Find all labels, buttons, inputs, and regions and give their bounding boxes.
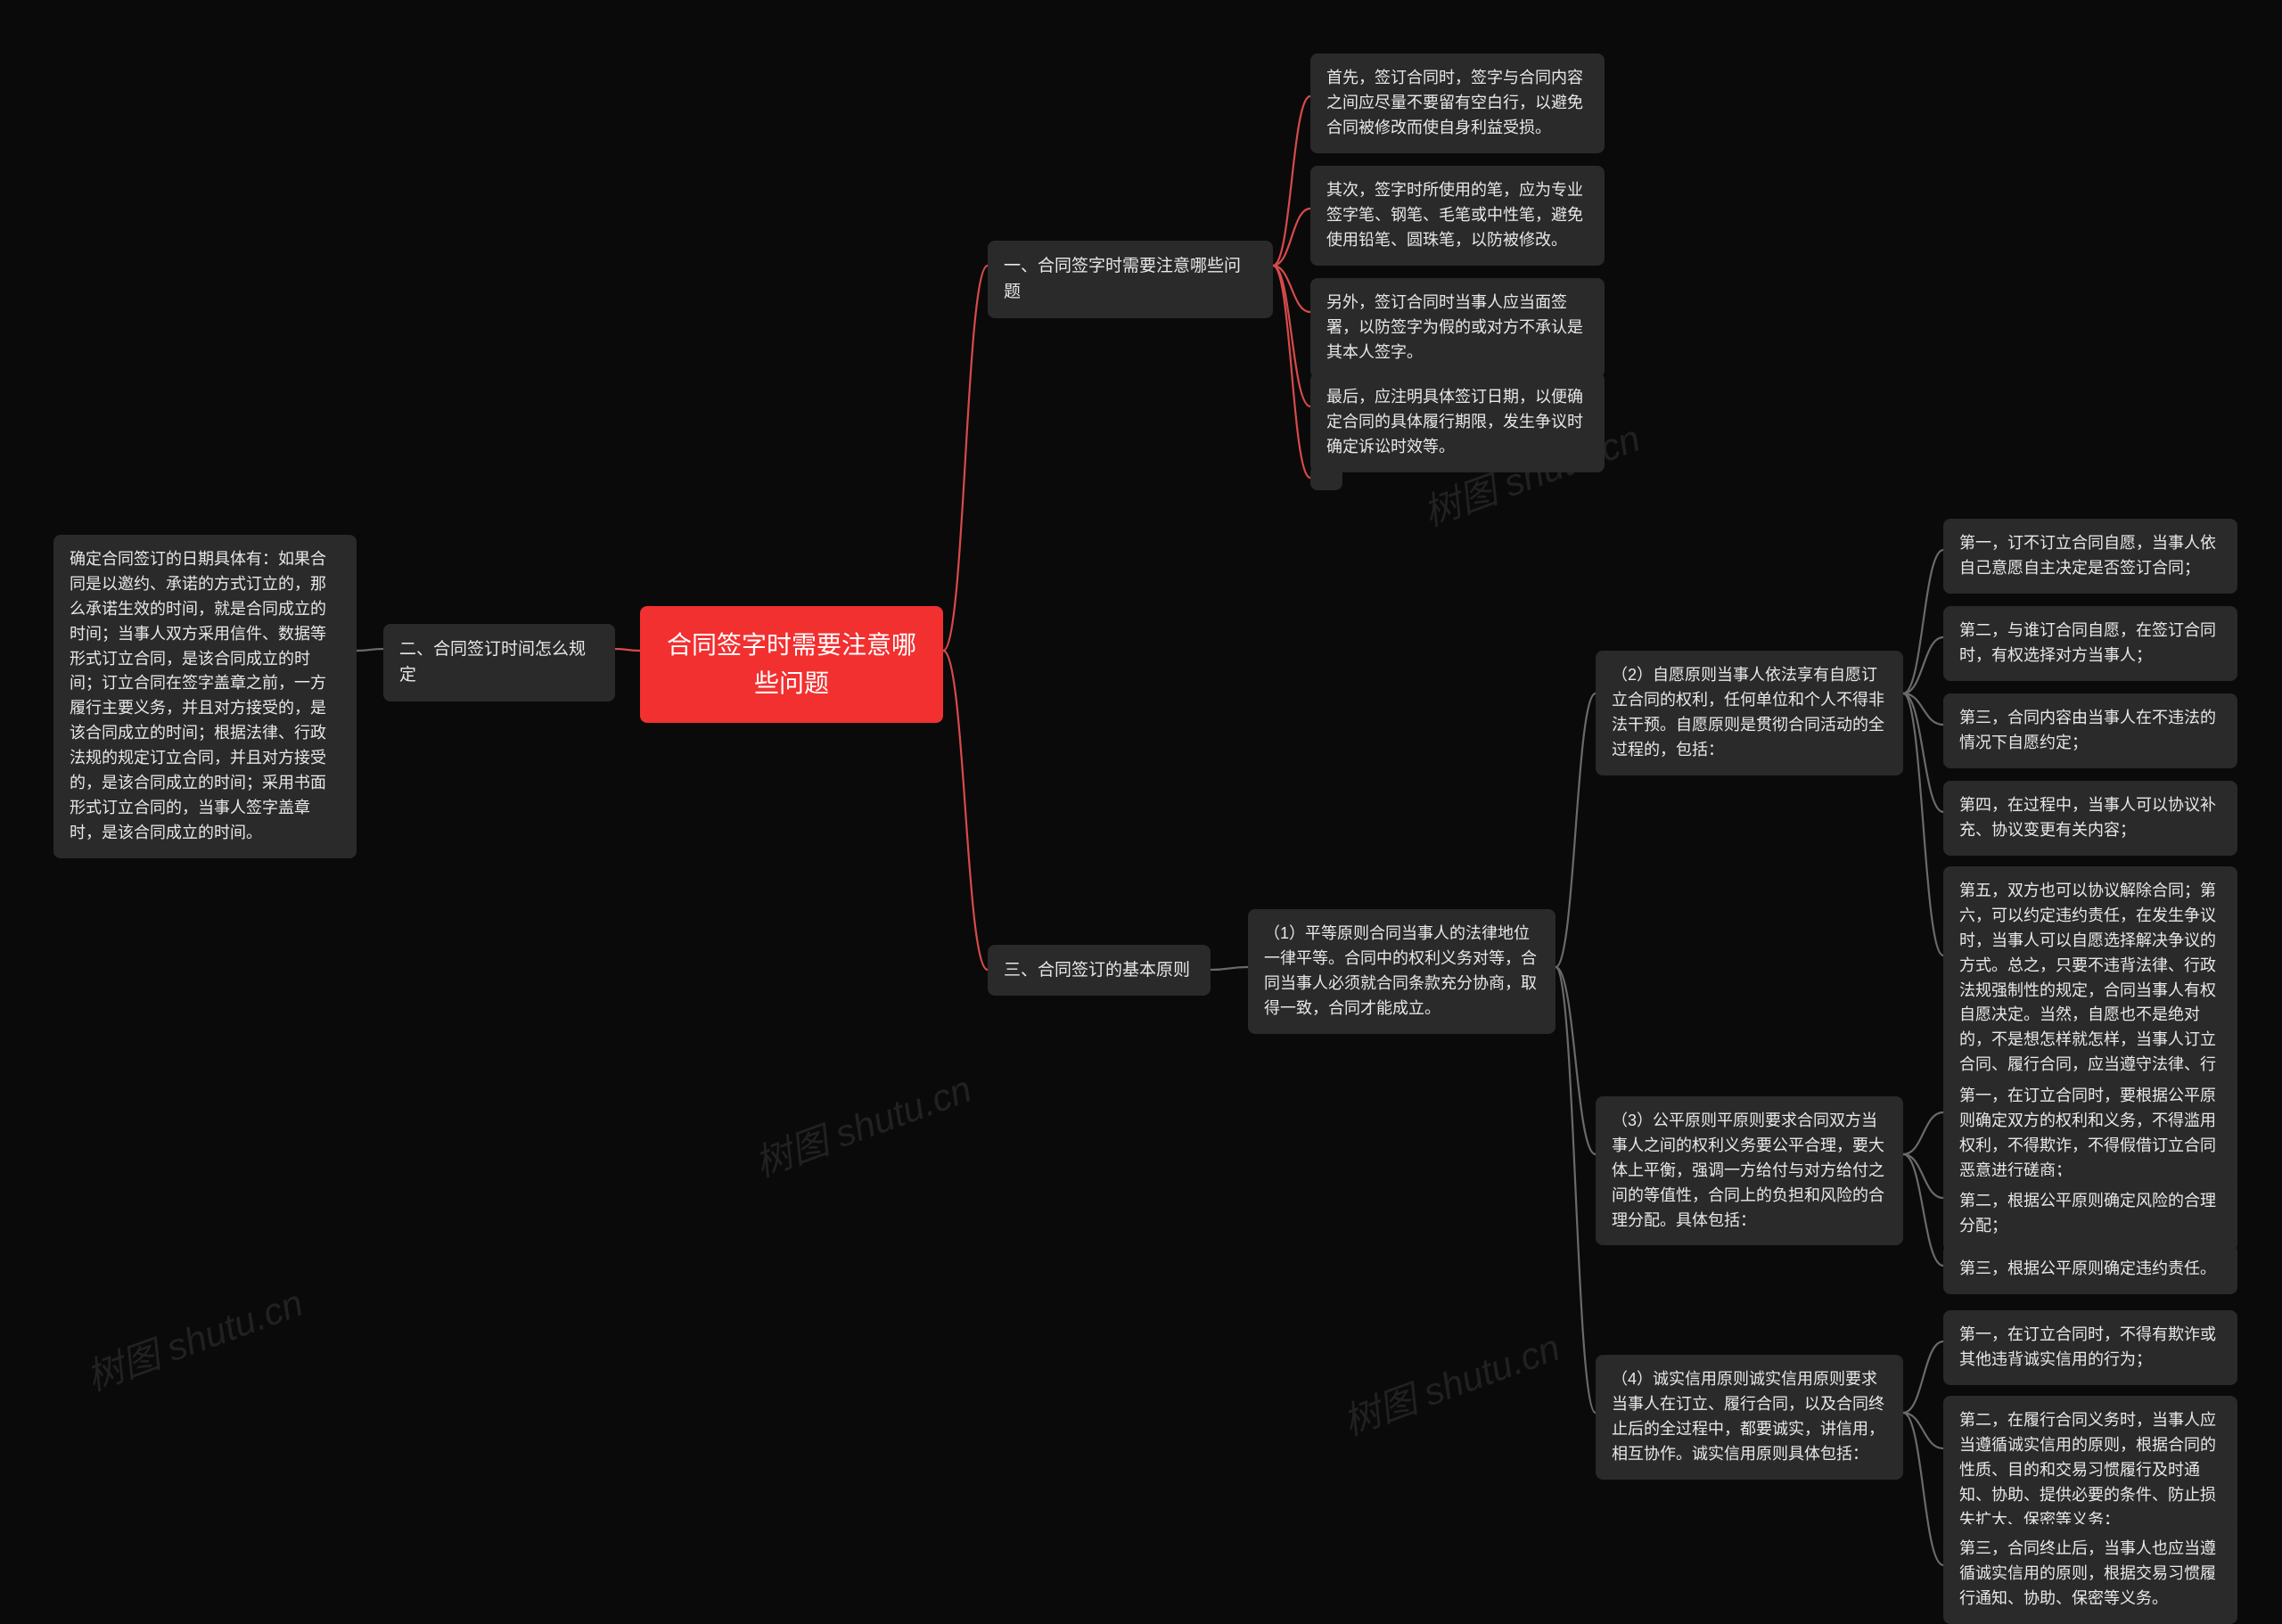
- principle-4-text: （4）诚实信用原则诚实信用原则要求当事人在订立、履行合同，以及合同终止后的全过程…: [1612, 1370, 1884, 1463]
- principle-2: （2）自愿原则当事人依法享有自愿订立合同的权利，任何单位和个人不得非法干预。自愿…: [1596, 651, 1903, 775]
- branch-1-item: 最后，应注明具体签订日期，以便确定合同的具体履行期限，发生争议时确定诉讼时效等。: [1310, 373, 1605, 472]
- branch-2-label: 二、合同签订时间怎么规定: [399, 640, 586, 685]
- watermark: 树图 shutu.cn: [746, 1059, 978, 1187]
- watermark: 树图 shutu.cn: [1334, 1317, 1566, 1446]
- principle-1-text: （1）平等原则合同当事人的法律地位一律平等。合同中的权利义务对等，合同当事人必须…: [1264, 924, 1537, 1017]
- branch-2-detail-text: 确定合同签订的日期具体有：如果合同是以邀约、承诺的方式订立的，那么承诺生效的时间…: [70, 550, 326, 841]
- principle-4: （4）诚实信用原则诚实信用原则要求当事人在订立、履行合同，以及合同终止后的全过程…: [1596, 1355, 1903, 1480]
- branch-1-item: [1310, 465, 1342, 490]
- principle-2-item: 第一，订不订立合同自愿，当事人依自己意愿自主决定是否签订合同；: [1943, 519, 2237, 594]
- principle-2-item: 第四，在过程中，当事人可以协议补充、协议变更有关内容；: [1943, 781, 2237, 856]
- branch-1: 一、合同签字时需要注意哪些问题: [988, 241, 1273, 318]
- root-label: 合同签字时需要注意哪些问题: [667, 631, 916, 697]
- root-node: 合同签字时需要注意哪些问题: [640, 606, 943, 723]
- branch-3-label: 三、合同签订的基本原则: [1004, 961, 1190, 980]
- branch-2-detail: 确定合同签订的日期具体有：如果合同是以邀约、承诺的方式订立的，那么承诺生效的时间…: [53, 535, 357, 858]
- principle-3: （3）公平原则平原则要求合同双方当事人之间的权利义务要公平合理，要大体上平衡，强…: [1596, 1096, 1903, 1245]
- branch-2: 二、合同签订时间怎么规定: [383, 624, 615, 701]
- branch-3: 三、合同签订的基本原则: [988, 945, 1211, 996]
- principle-4-item: 第二，在履行合同义务时，当事人应当遵循诚实信用的原则，根据合同的性质、目的和交易…: [1943, 1396, 2237, 1545]
- principle-2-item: 第二，与谁订合同自愿，在签订合同时，有权选择对方当事人；: [1943, 606, 2237, 681]
- principle-1: （1）平等原则合同当事人的法律地位一律平等。合同中的权利义务对等，合同当事人必须…: [1248, 909, 1556, 1034]
- principle-3-item: 第二，根据公平原则确定风险的合理分配；: [1943, 1177, 2237, 1251]
- mindmap-canvas: 树图 shutu.cn树图 shutu.cn树图 shutu.cn树图 shut…: [0, 0, 2282, 1585]
- watermark: 树图 shutu.cn: [78, 1273, 309, 1401]
- branch-1-label: 一、合同签字时需要注意哪些问题: [1004, 257, 1241, 301]
- principle-2-text: （2）自愿原则当事人依法享有自愿订立合同的权利，任何单位和个人不得非法干预。自愿…: [1612, 666, 1884, 759]
- branch-1-item: 其次，签字时所使用的笔，应为专业签字笔、钢笔、毛笔或中性笔，避免使用铅笔、圆珠笔…: [1310, 166, 1605, 266]
- principle-2-item: 第三，合同内容由当事人在不违法的情况下自愿约定；: [1943, 693, 2237, 768]
- principle-3-text: （3）公平原则平原则要求合同双方当事人之间的权利义务要公平合理，要大体上平衡，强…: [1612, 1111, 1884, 1229]
- branch-1-item: 首先，签订合同时，签字与合同内容之间应尽量不要留有空白行，以避免合同被修改而使自…: [1310, 53, 1605, 153]
- principle-4-item: 第一，在订立合同时，不得有欺诈或其他违背诚实信用的行为；: [1943, 1310, 2237, 1385]
- principle-3-item: 第三，根据公平原则确定违约责任。: [1943, 1244, 2237, 1294]
- branch-1-item: 另外，签订合同时当事人应当面签署，以防签字为假的或对方不承认是其本人签字。: [1310, 278, 1605, 378]
- principle-4-item: 第三，合同终止后，当事人也应当遵循诚实信用的原则，根据交易习惯履行通知、协助、保…: [1943, 1524, 2237, 1624]
